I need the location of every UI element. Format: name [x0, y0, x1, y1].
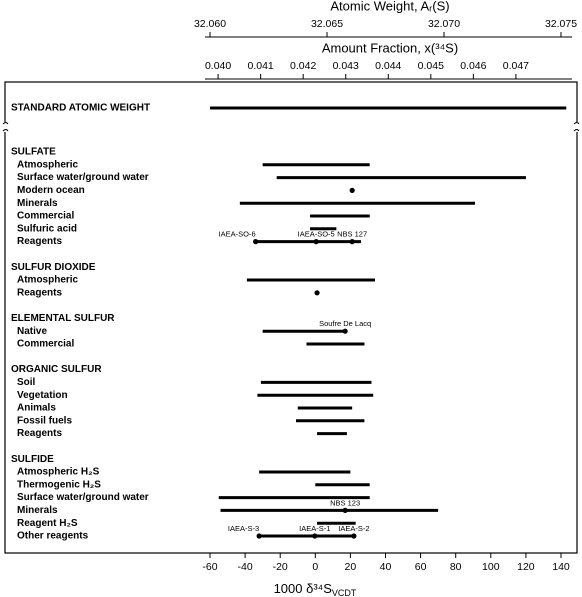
group-label: SULFATE [11, 147, 56, 158]
row-label: Surface water/ground water [17, 492, 149, 503]
row-label: Reagents [17, 428, 62, 439]
reference-point [313, 239, 319, 245]
x-tick-label: -40 [238, 561, 253, 573]
x-tick-label: 20 [345, 561, 357, 573]
row-label: Commercial [17, 339, 74, 350]
point-label: Soufre De Lacq [319, 319, 371, 328]
top-tick-label: 0.042 [290, 60, 316, 72]
point-label: IAEA-SO-5 [298, 230, 335, 239]
x-tick-label: 140 [552, 561, 570, 573]
reference-point [314, 290, 320, 296]
row-label: Soil [17, 377, 36, 388]
top-tick-label: 0.046 [460, 60, 486, 72]
reference-point [342, 328, 348, 334]
axis-break [572, 122, 580, 132]
x-tick-label: 100 [482, 561, 500, 573]
top-tick-label: 32.070 [428, 18, 460, 30]
row-label: Atmospheric H₂S [17, 467, 100, 478]
point-label: IAEA-S-2 [338, 524, 369, 533]
top-tick-label: 0.041 [247, 60, 273, 72]
row-label: Reagents [17, 287, 62, 298]
axis-break [2, 122, 10, 132]
row-label: Atmospheric [17, 159, 79, 170]
category-label: STANDARD ATOMIC WEIGHT [11, 103, 150, 114]
group-label: SULFIDE [11, 454, 54, 465]
x-tick-label: 60 [415, 561, 427, 573]
row-label: Reagent H₂S [17, 518, 78, 529]
top-axis-title: Amount Fraction, x(³⁴S) [322, 40, 458, 55]
row-label: Fossil fuels [17, 415, 72, 426]
x-tick-label: 80 [450, 561, 462, 573]
row-label: Modern ocean [17, 185, 85, 196]
x-tick-label: 40 [380, 561, 392, 573]
row-label: Atmospheric [17, 275, 79, 286]
row-label: Thermogenic H₂S [17, 479, 101, 490]
plot-frame [4, 81, 578, 554]
row-label: Commercial [17, 211, 74, 222]
point-label: IAEA-S-1 [299, 524, 330, 533]
break-mark [2, 122, 580, 132]
point-label: IAEA-SO-6 [219, 230, 256, 239]
top-tick-label: 0.043 [333, 60, 359, 72]
reference-point [312, 533, 318, 539]
group-label: ELEMENTAL SULFUR [11, 313, 115, 324]
group-label: ORGANIC SULFUR [11, 364, 102, 375]
x-tick-label: 120 [517, 561, 535, 573]
x-axis-title-sub: VCDT [332, 588, 357, 597]
x-tick-label: -20 [273, 561, 288, 573]
top-tick-label: 32.075 [545, 18, 577, 30]
row-label: Sulfuric acid [17, 223, 77, 234]
top-tick-label: 32.065 [311, 18, 343, 30]
row-label: Reagents [17, 236, 62, 247]
top-tick-label: 0.047 [503, 60, 529, 72]
group-label: SULFUR DIOXIDE [11, 262, 96, 273]
point-label: NBS 123 [330, 498, 360, 507]
reference-point [349, 239, 355, 245]
x-axis-title: 1000 δ³⁴SVCDT [274, 581, 357, 597]
row-label: Surface water/ground water [17, 172, 149, 183]
x-axis-title-main: 1000 δ³⁴S [274, 581, 333, 596]
top-tick-label: 32.060 [194, 18, 226, 30]
row-label: Native [17, 326, 47, 337]
reference-point [351, 533, 357, 539]
x-tick-label: 0 [312, 561, 318, 573]
reference-point [349, 187, 355, 193]
row-label: Minerals [17, 198, 58, 209]
top-tick-label: 0.040 [205, 60, 231, 72]
reference-point [256, 533, 262, 539]
top-tick-label: 0.044 [375, 60, 401, 72]
row-label: Animals [17, 403, 56, 414]
reference-point [342, 507, 348, 513]
point-label: NBS 127 [337, 230, 367, 239]
top-tick-label: 0.045 [418, 60, 444, 72]
point-label: IAEA-S-3 [228, 524, 259, 533]
row-label: Vegetation [17, 390, 68, 401]
row-label: Minerals [17, 505, 58, 516]
reference-point [253, 239, 259, 245]
x-tick-label: -60 [202, 561, 217, 573]
top-axis-title: Atomic Weight, Aᵣ(S) [330, 0, 449, 13]
row-label: Other reagents [17, 531, 89, 542]
